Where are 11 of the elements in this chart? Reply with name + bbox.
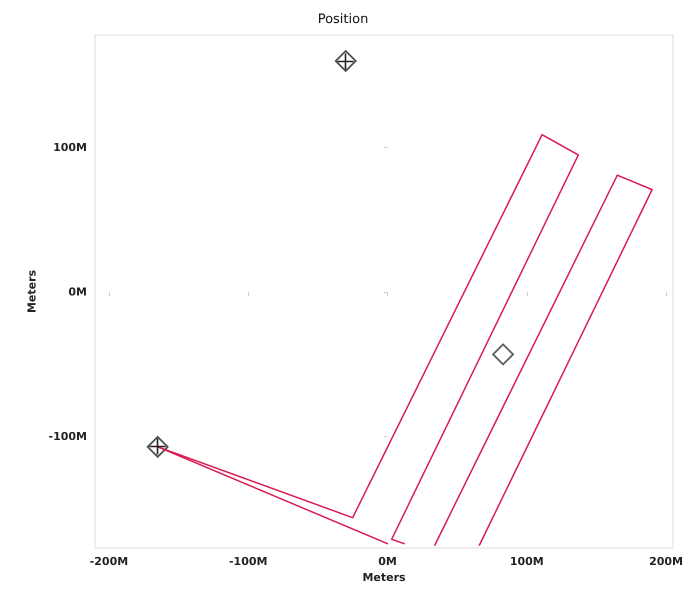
y-axis-title: Meters	[26, 270, 39, 314]
x-tick-label: -100M	[228, 555, 268, 568]
x-tick-label: 100M	[510, 555, 544, 568]
x-axis-title: Meters	[362, 570, 406, 584]
x-tick-label: -200M	[90, 555, 128, 568]
x-tick-label: 200M	[649, 555, 684, 568]
y-tick-label: 0M	[68, 286, 87, 299]
y-tick-label: -100M	[48, 430, 87, 444]
x-tick-label: 0M	[378, 555, 397, 568]
chart-title: Position	[318, 12, 368, 27]
y-tick-label: 100M	[53, 141, 87, 154]
